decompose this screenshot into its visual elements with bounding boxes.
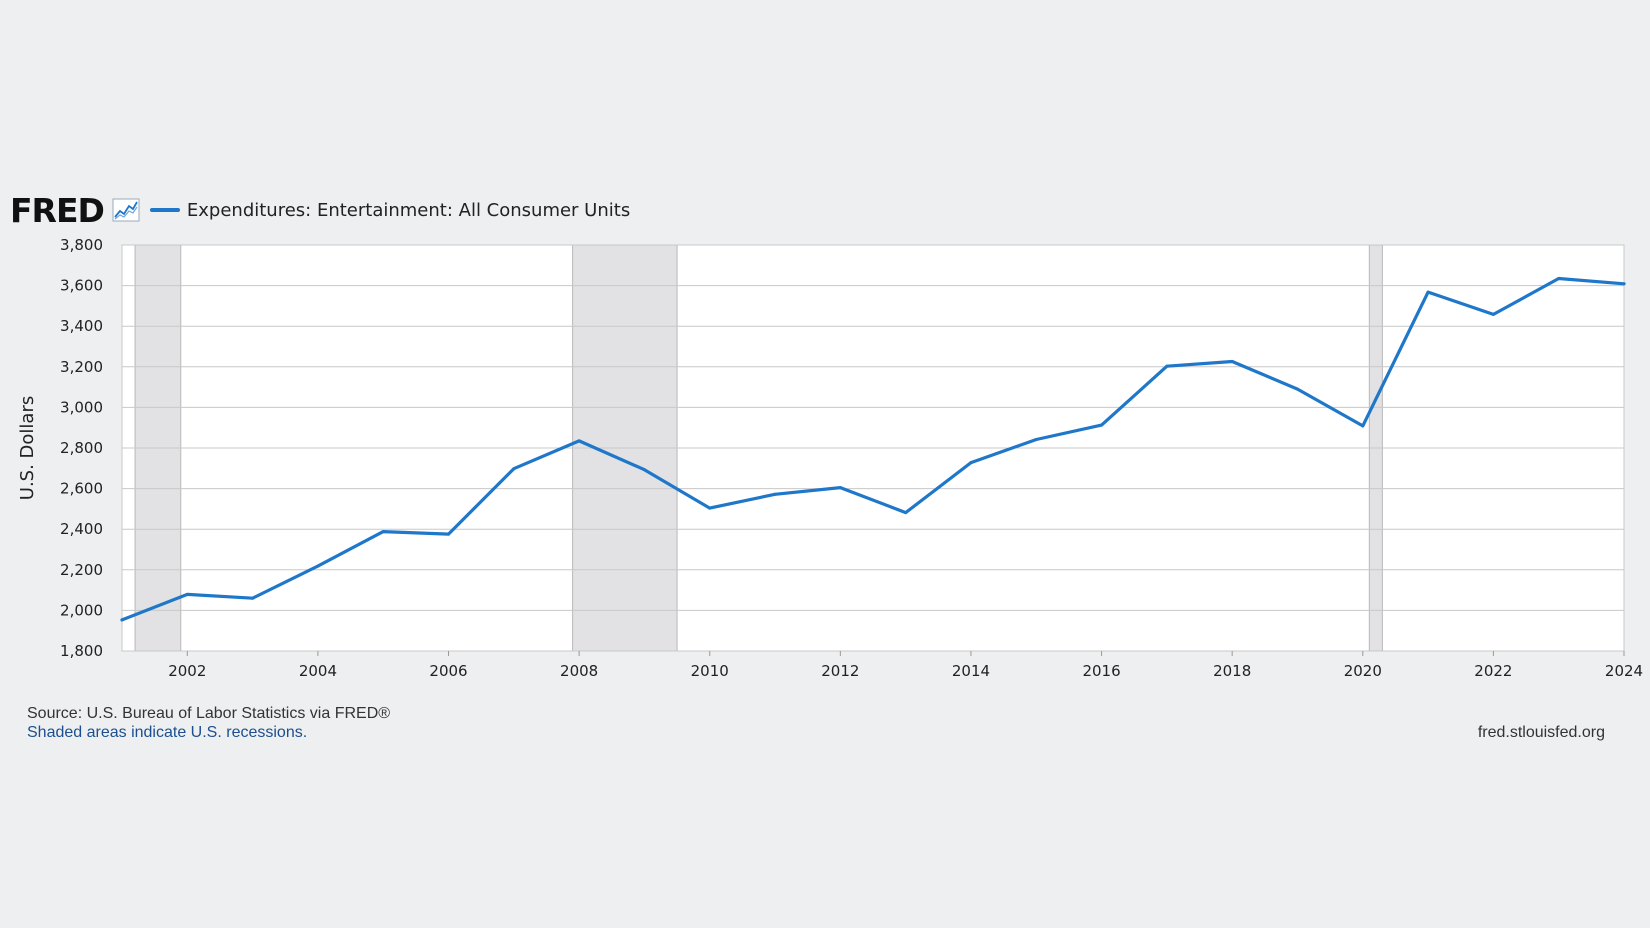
y-tick-label: 2,200 [60, 561, 103, 579]
data-point[interactable] [381, 530, 385, 534]
x-tick-label: 2008 [560, 662, 598, 680]
x-tick-label: 2010 [691, 662, 729, 680]
data-point[interactable] [185, 592, 189, 596]
x-tick-label: 2020 [1344, 662, 1382, 680]
data-point[interactable] [1165, 364, 1169, 368]
data-point[interactable] [447, 532, 451, 536]
series-line[interactable] [120, 276, 1626, 622]
legend-label: Expenditures: Entertainment: All Consume… [186, 199, 631, 221]
data-point[interactable] [1295, 387, 1299, 391]
data-point[interactable] [642, 468, 646, 472]
x-tick-label: 2024 [1605, 662, 1643, 680]
x-tick-label: 2018 [1213, 662, 1251, 680]
data-point[interactable] [1426, 290, 1430, 294]
graph-icon [112, 198, 140, 222]
y-tick-label: 1,800 [60, 642, 103, 660]
legend-swatch [149, 208, 180, 212]
data-point[interactable] [316, 564, 320, 568]
x-tick-label: 2022 [1474, 662, 1512, 680]
x-tick-label: 2004 [299, 662, 337, 680]
y-tick-label: 3,200 [60, 358, 103, 376]
site-url[interactable]: fred.stlouisfed.org [1477, 724, 1605, 741]
data-point[interactable] [1100, 423, 1104, 427]
plot-frame [121, 244, 1625, 652]
data-point[interactable] [708, 506, 712, 510]
x-tick-label: 2014 [952, 662, 990, 680]
data-point[interactable] [577, 439, 581, 443]
source-note: Source: U.S. Bureau of Labor Statistics … [27, 705, 391, 722]
data-point[interactable] [969, 461, 973, 465]
data-point[interactable] [251, 596, 255, 600]
y-tick-label: 2,800 [60, 439, 103, 457]
fred-logo[interactable]: FRED [10, 190, 105, 230]
data-point[interactable] [904, 511, 908, 515]
chart-header: FRED Expenditures: Entertainment: All Co… [10, 190, 630, 230]
y-axis-ticks: 1,800 2,000 2,200 2,400 2,600 2,800 3,000 3,200… [60, 236, 103, 660]
y-tick-label: 2,600 [60, 480, 103, 498]
data-point[interactable] [512, 467, 516, 471]
data-point[interactable] [838, 486, 842, 490]
x-tick-label: 2016 [1082, 662, 1120, 680]
y-tick-label: 3,000 [60, 398, 103, 416]
y-axis-label: U.S. Dollars [17, 396, 38, 500]
data-point[interactable] [1622, 282, 1626, 286]
data-point[interactable] [1557, 276, 1561, 280]
y-tick-label: 3,400 [60, 317, 103, 335]
x-tick-label: 2002 [168, 662, 206, 680]
data-point[interactable] [773, 492, 777, 496]
x-tick-label: 2012 [821, 662, 859, 680]
data-point[interactable] [120, 618, 124, 622]
y-tick-label: 3,600 [60, 277, 103, 295]
data-point[interactable] [1034, 437, 1038, 441]
series-lines [120, 276, 1626, 622]
data-point[interactable] [1491, 312, 1495, 316]
data-point[interactable] [1361, 424, 1365, 428]
y-tick-label: 2,400 [60, 520, 103, 538]
x-tick-label: 2006 [429, 662, 467, 680]
x-axis-ticks: 2002 2004 2006 2008 2010 2012 2014 2016 2018 2020… [168, 651, 1643, 680]
recession-note[interactable]: Shaded areas indicate U.S. recessions. [27, 724, 308, 741]
y-tick-label: 2,000 [60, 601, 103, 619]
y-tick-label: 3,800 [60, 236, 103, 254]
data-point[interactable] [1230, 360, 1234, 364]
